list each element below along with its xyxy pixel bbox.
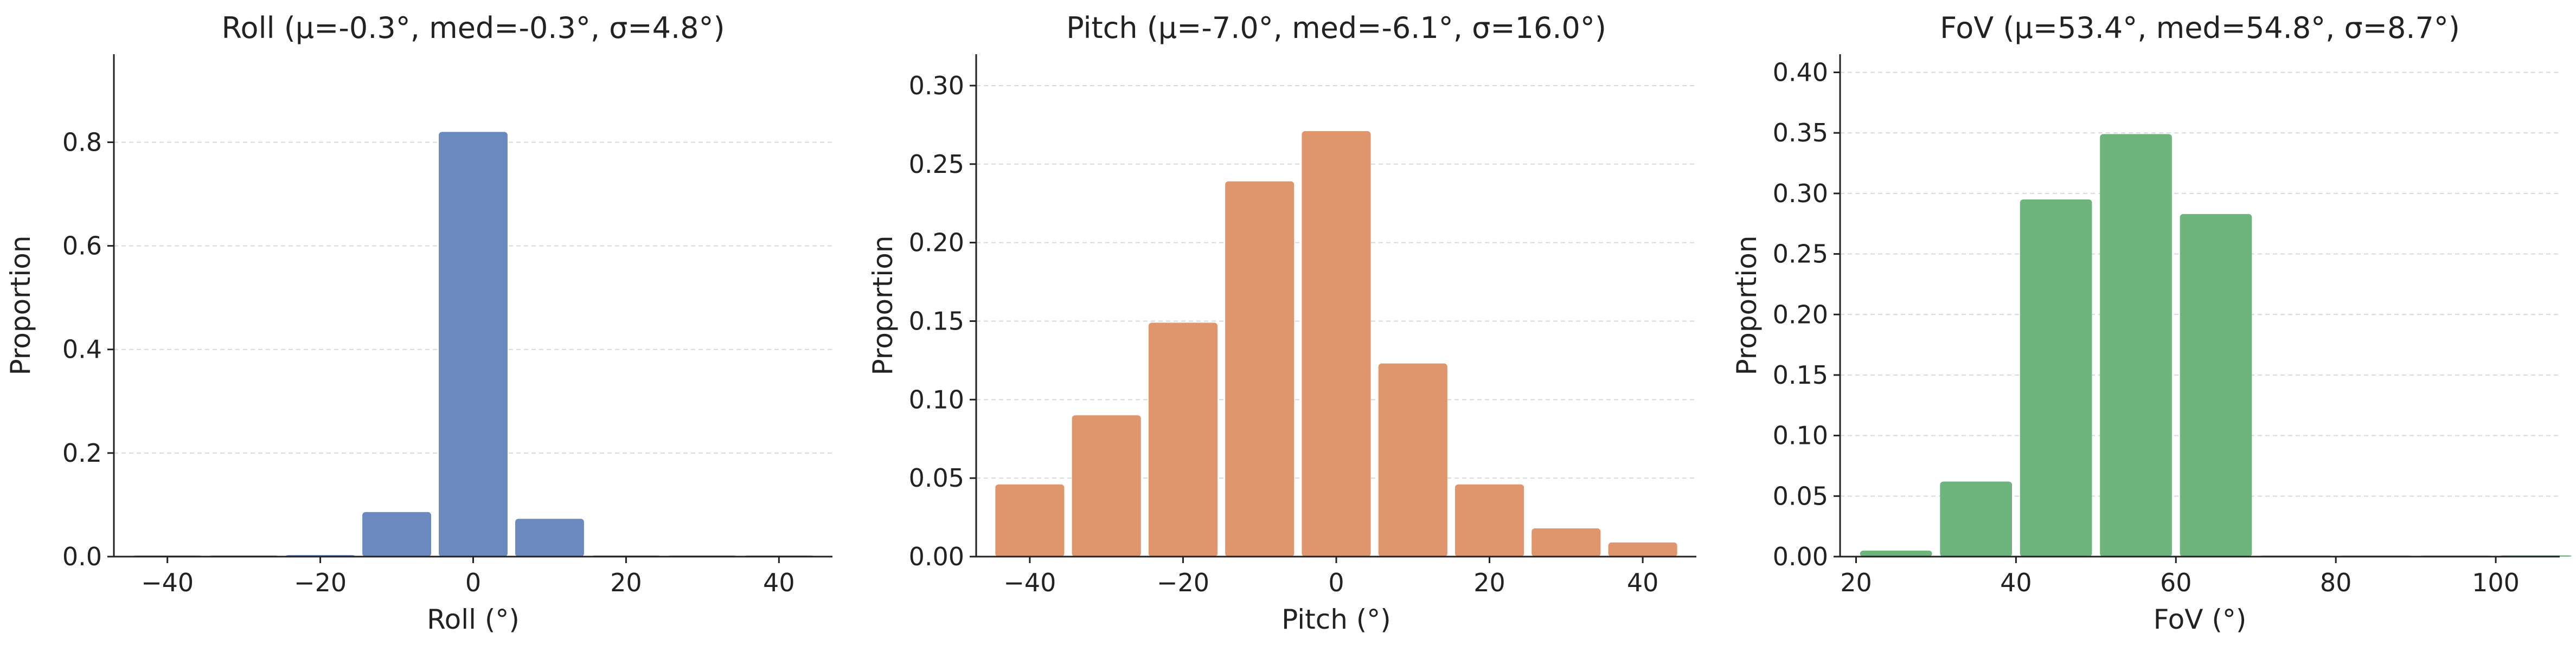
pitch-y-tick-label: 0.20 <box>909 228 964 257</box>
roll-bar <box>362 512 431 557</box>
pitch-x-tick-label: 0 <box>1328 568 1344 597</box>
pitch-bar <box>1378 363 1447 557</box>
fov-y-tick-label: 0.05 <box>1773 481 1828 511</box>
roll-y-tick-label: 0.2 <box>62 438 102 468</box>
fov-bar <box>1860 550 1932 557</box>
pitch-x-axis-label: Pitch (°) <box>1281 604 1391 635</box>
fov-y-tick-label: 0.20 <box>1773 300 1828 329</box>
fov-y-tick-label: 0.35 <box>1773 118 1828 147</box>
roll-x-tick-label: 20 <box>610 568 642 597</box>
pitch-bar <box>1225 181 1295 557</box>
fov-x-tick-label: 40 <box>2000 568 2032 597</box>
roll-chart-title: Roll (μ=-0.3°, med=-0.3°, σ=4.8°) <box>221 11 725 45</box>
pitch-x-tick-label: 20 <box>1473 568 1505 597</box>
roll-x-axis-label: Roll (°) <box>427 604 520 635</box>
pitch-bar <box>1454 484 1524 557</box>
roll-x-tick-label: 40 <box>763 568 795 597</box>
fov-bar <box>2100 134 2172 557</box>
fov-x-tick-label: 100 <box>2472 568 2520 597</box>
fov-x-tick-label: 60 <box>2160 568 2192 597</box>
pitch-y-tick-label: 0.30 <box>909 71 964 100</box>
pitch-y-axis-label: Proportion <box>867 236 899 376</box>
roll-x-tick-label: 0 <box>465 568 481 597</box>
pitch-x-tick-label: −20 <box>1157 568 1209 597</box>
roll-x-tick-label: −40 <box>141 568 194 597</box>
fov-x-tick-label: 80 <box>2320 568 2352 597</box>
roll-y-tick-label: 0.8 <box>62 127 102 157</box>
roll-y-tick-label: 0.4 <box>62 335 102 364</box>
pitch-chart-title: Pitch (μ=-7.0°, med=-6.1°, σ=16.0°) <box>1066 11 1606 45</box>
fov-y-tick-label: 0.30 <box>1773 179 1828 208</box>
fov-bar <box>2020 199 2092 557</box>
fov-y-tick-label: 0.25 <box>1773 240 1828 269</box>
pitch-bar <box>1072 415 1141 557</box>
roll-y-axis-label: Proportion <box>5 236 36 376</box>
pitch-y-tick-label: 0.10 <box>909 385 964 414</box>
fov-x-axis-label: FoV (°) <box>2154 604 2247 635</box>
pitch-y-tick-label: 0.05 <box>909 463 964 493</box>
pitch-y-tick-label: 0.00 <box>909 542 964 571</box>
roll-y-tick-label: 0.0 <box>62 542 102 571</box>
roll-bar <box>439 132 508 557</box>
pitch-histogram-panel: 0.00 0.05 0.10 0.15 0.20 0.25 0.30 −40 −20 0 20 40 P… <box>867 11 1696 635</box>
roll-x-tick-label: −20 <box>294 568 347 597</box>
fov-histogram-panel: 0.00 0.05 0.10 0.15 0.20 0.25 0.30 0.35 0.40 20 40… <box>1731 11 2572 635</box>
pitch-x-tick-label: 40 <box>1627 568 1659 597</box>
pitch-y-tick-label: 0.15 <box>909 306 964 335</box>
fov-y-tick-label: 0.40 <box>1773 58 1828 87</box>
roll-y-tick-label: 0.6 <box>62 231 102 261</box>
fov-bar <box>2180 214 2252 557</box>
pitch-bar <box>1531 528 1601 557</box>
pitch-y-tick-label: 0.25 <box>909 150 964 179</box>
fov-x-tick-label: 20 <box>1840 568 1872 597</box>
fov-y-tick-label: 0.10 <box>1773 421 1828 450</box>
pitch-x-tick-label: −40 <box>1003 568 1056 597</box>
pitch-bar <box>1302 131 1371 557</box>
roll-bar <box>515 519 584 557</box>
fov-bar <box>1940 481 2013 557</box>
roll-histogram-panel: 0.0 0.2 0.4 0.6 0.8 −40 −20 0 20 40 Roll (μ=-0.3°,… <box>5 11 832 635</box>
fov-y-axis-label: Proportion <box>1731 236 1763 376</box>
fov-chart-title: FoV (μ=53.4°, med=54.8°, σ=8.7°) <box>1940 11 2460 45</box>
pitch-bar <box>995 484 1065 557</box>
pitch-bar <box>1608 542 1677 557</box>
pitch-bar <box>1148 322 1218 557</box>
fov-y-tick-label: 0.00 <box>1773 542 1828 571</box>
fov-y-tick-label: 0.15 <box>1773 360 1828 390</box>
